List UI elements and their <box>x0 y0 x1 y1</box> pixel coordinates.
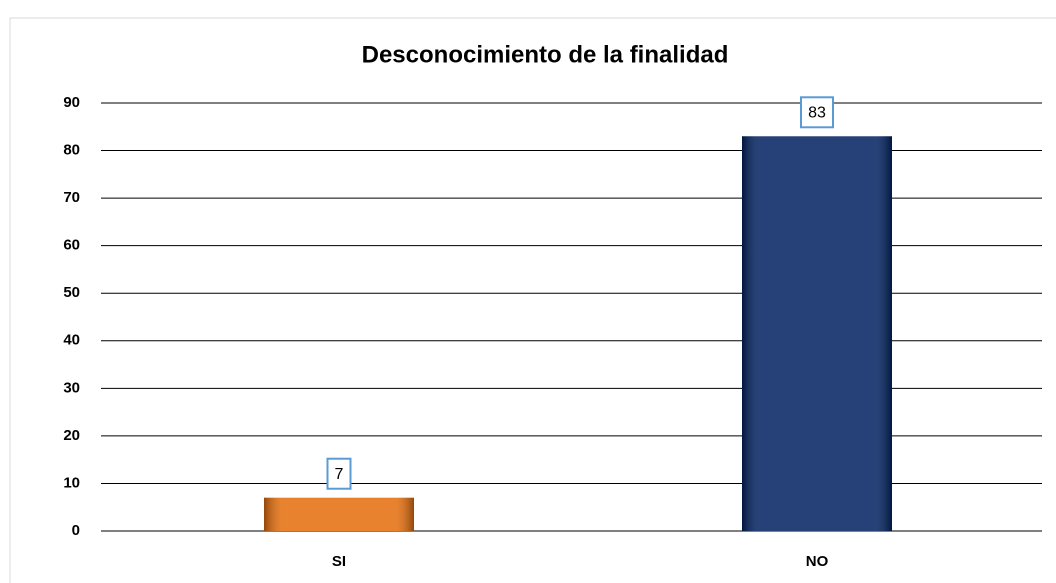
y-tick-label: 90 <box>63 94 80 111</box>
bar-shade <box>742 136 892 532</box>
x-tick-label: NO <box>806 553 829 570</box>
x-tick-label: SI <box>332 553 346 570</box>
y-tick-label: 70 <box>63 189 80 206</box>
data-label-box <box>326 457 352 490</box>
chart-title: Desconocimiento de la finalidad <box>362 41 729 68</box>
data-label: 83 <box>808 105 826 122</box>
y-tick-label: 50 <box>63 284 80 301</box>
chart-frame <box>9 17 1056 583</box>
y-tick-label: 80 <box>63 142 80 159</box>
data-label: 7 <box>335 466 344 483</box>
bar-shade <box>264 497 414 531</box>
y-tick-label: 0 <box>72 522 80 539</box>
y-tick-label: 20 <box>63 427 80 444</box>
data-label-box <box>800 96 834 129</box>
y-tick-label: 30 <box>63 379 80 396</box>
y-tick-label: 40 <box>63 332 80 349</box>
y-tick-label: 60 <box>63 237 80 254</box>
y-tick-label: 10 <box>63 474 80 491</box>
